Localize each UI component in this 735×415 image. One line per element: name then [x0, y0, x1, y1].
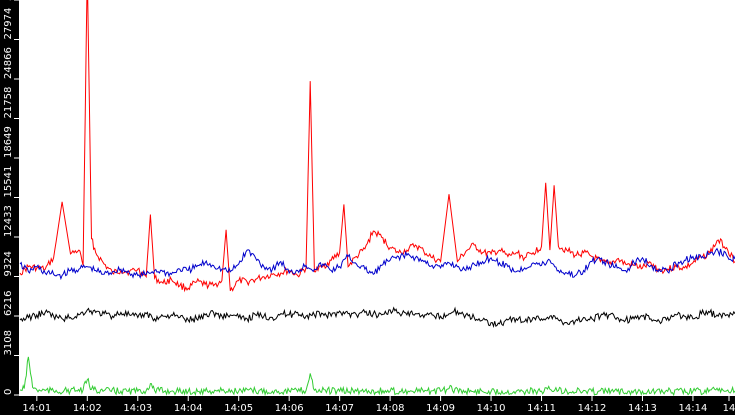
x-tick-label: 14:14 — [679, 403, 708, 414]
y-tick-label: 0 — [3, 389, 14, 395]
x-tick-label: 14:06 — [275, 403, 304, 414]
y-tick-label: 6216 — [3, 291, 14, 316]
y-tick-label: 3108 — [3, 330, 14, 355]
x-tick-label: 14:01 — [22, 403, 51, 414]
y-tick-label: 21758 — [3, 87, 14, 119]
x-tick-label: 14:03 — [123, 403, 152, 414]
x-tick-label: 14:13 — [628, 403, 657, 414]
x-tick-label: 14:02 — [73, 403, 102, 414]
series-line-1 — [19, 0, 735, 293]
y-tick-label: 9324 — [3, 251, 14, 276]
x-tick-label: 14:04 — [174, 403, 203, 414]
series-layer — [19, 0, 735, 397]
x-tick-label: 14:09 — [426, 403, 455, 414]
x-tick-label: 14:12 — [578, 403, 607, 414]
y-axis-band — [0, 0, 19, 415]
y-tick-label: 31083 — [3, 0, 14, 1]
x-axis-band — [0, 396, 735, 415]
x-axis-ticks: 14:01 14:02 14:03 14:04 14:05 14:06 14:07 14:08… — [22, 396, 735, 414]
series-line-3 — [19, 306, 735, 329]
x-tick-label: 14:08 — [376, 403, 405, 414]
y-tick-label: 12433 — [3, 205, 14, 237]
y-tick-label: 15541 — [3, 166, 14, 198]
x-tick-label: 14 — [723, 403, 735, 414]
x-tick-label: 14:11 — [527, 403, 556, 414]
y-tick-label: 18649 — [3, 126, 14, 158]
y-tick-label: 24866 — [3, 47, 14, 79]
y-axis-ticks: 0 3108 6216 9324 12433 15541 18649 21758 24866 27… — [3, 0, 19, 396]
plot-background — [20, 0, 735, 395]
series-line-2 — [19, 247, 735, 281]
x-tick-label: 14:05 — [224, 403, 253, 414]
x-tick-label: 14:07 — [325, 403, 354, 414]
x-tick-label: 14:10 — [477, 403, 506, 414]
series-line-4 — [19, 356, 735, 397]
y-tick-label: 27974 — [3, 8, 14, 40]
